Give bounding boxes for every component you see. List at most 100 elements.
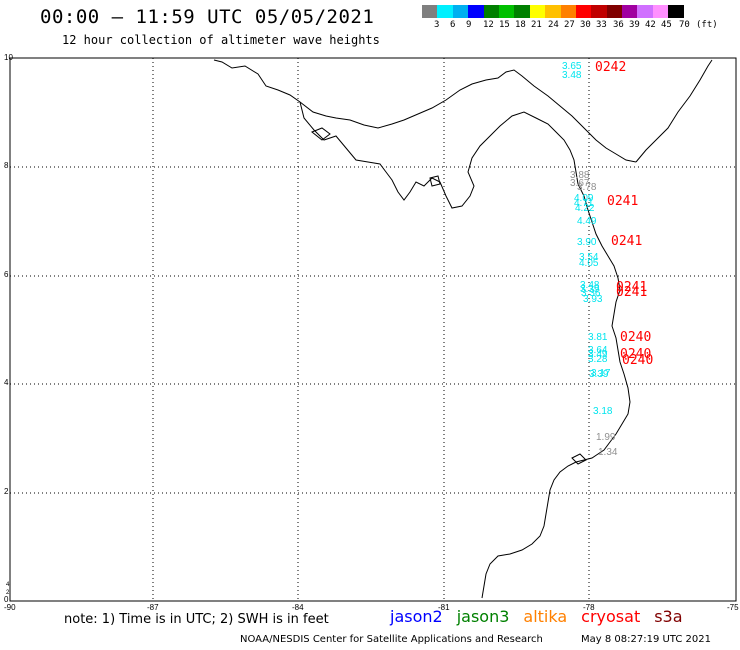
observation-value: 3.28 — [588, 354, 608, 365]
pass-time-label: 0240 — [620, 330, 651, 345]
graticule — [10, 58, 736, 601]
latitude-tick-label: 2 — [4, 487, 9, 496]
pass-time-label: 0241 — [607, 194, 638, 209]
colorbar-label: 30 — [580, 20, 591, 30]
latitude-tick-label: 0 — [4, 595, 9, 604]
latitude-tick-label: 4 — [4, 378, 9, 387]
coastline-colombia-pacific — [481, 183, 631, 599]
colorbar-swatch — [591, 5, 607, 18]
colorbar-swatch — [545, 5, 561, 18]
observation-value: 3.36 — [581, 288, 601, 299]
colorbar-label: 18 — [515, 20, 526, 30]
observation-value: 3.39 — [589, 369, 609, 380]
colorbar-label: (ft) — [696, 20, 718, 30]
observation-value: 4.22 — [575, 203, 595, 214]
observation-value: 1.99 — [596, 432, 616, 443]
colorbar-labels: 3 6 9 12 15 18 21 24 27 30 33 36 39 42 45 70 (ft) — [422, 20, 740, 32]
observation-value: 3.93 — [583, 294, 603, 305]
observation-value: 3.81 — [588, 332, 608, 343]
observation-value: 4.09 — [574, 193, 594, 204]
observation-value: 3.49 — [588, 349, 608, 360]
observation-value: 3.17 — [591, 368, 611, 379]
colorbar-swatch — [529, 5, 546, 18]
colorbar-label: 45 — [661, 20, 672, 30]
colorbar-label: 33 — [596, 20, 607, 30]
observation-value: 3.88 — [570, 170, 590, 181]
observation-value: 3.78 — [577, 182, 597, 193]
pass-time-label: 0241 — [616, 285, 647, 300]
colorbar-swatch — [437, 5, 453, 18]
observation-labels: 3.653.483.883.673.784.094.714.224.493.90… — [562, 61, 618, 458]
colorbar-swatch — [498, 5, 515, 18]
pass-time-label: 0240 — [622, 353, 653, 368]
satellite-legend-s3a: s3a — [654, 607, 683, 626]
colorbar-swatch — [468, 5, 484, 18]
observation-value: 3.48 — [580, 280, 600, 291]
satellite-legend-jason2: jason2 — [390, 607, 443, 626]
colorbar-label: 21 — [531, 20, 542, 30]
colorbar-swatch — [668, 5, 684, 18]
observation-value: 3.48 — [562, 70, 582, 81]
footer-note: note: 1) Time is in UTC; 2) SWH is in fe… — [64, 612, 329, 627]
pass-time-label: 0240 — [620, 347, 651, 362]
observation-value: 3.65 — [562, 61, 582, 72]
observation-value: 1.34 — [598, 447, 618, 458]
coastline-gulf-uraba — [635, 59, 713, 163]
colorbar-swatch — [560, 5, 576, 18]
colorbar-swatch — [606, 5, 623, 18]
longitude-tick-label: -81 — [438, 603, 450, 612]
pass-time-label: 0241 — [611, 234, 642, 249]
observation-value: 3.64 — [588, 345, 608, 356]
latitude-tick-label: 6 — [4, 270, 9, 279]
latitude-minor-label: 2 — [6, 590, 10, 596]
wave-height-colorbar — [422, 5, 684, 18]
map-title: 00:00 – 11:59 UTC 05/05/2021 — [40, 6, 375, 28]
satellite-legend-cryosat: cryosat — [581, 607, 641, 626]
observation-value: 4.49 — [577, 216, 597, 227]
colorbar-label: 70 — [679, 20, 690, 30]
colorbar-swatch — [637, 5, 653, 18]
plot-frame — [9, 57, 737, 602]
longitude-tick-label: -90 — [4, 603, 16, 612]
satellite-legend: jason2 jason3 altika cryosat s3a — [390, 607, 683, 626]
satellite-legend-jason3: jason3 — [456, 607, 510, 626]
colorbar-swatch — [452, 5, 469, 18]
island-pearl — [429, 175, 441, 187]
colorbar-swatch — [652, 5, 669, 18]
colorbar-label: 27 — [564, 20, 575, 30]
longitude-tick-label: -84 — [292, 603, 304, 612]
observation-value: 3.54 — [579, 252, 599, 263]
colorbar-label: 24 — [548, 20, 559, 30]
observation-value: 3.90 — [577, 237, 597, 248]
latitude-minor-label: 4 — [6, 582, 10, 588]
coastline-panama-caribbean — [213, 59, 637, 163]
colorbar-swatch — [422, 5, 438, 18]
colorbar-label: 9 — [466, 20, 472, 30]
colorbar-label: 15 — [499, 20, 510, 30]
colorbar-swatch — [514, 5, 530, 18]
observation-value: 4.71 — [574, 198, 594, 209]
observation-value: 3.18 — [593, 406, 613, 417]
pass-time-label: 0242 — [595, 60, 626, 75]
colorbar-label: 6 — [450, 20, 456, 30]
latitude-tick-label: 8 — [4, 161, 9, 170]
colorbar-swatch — [622, 5, 638, 18]
longitude-tick-label: -78 — [583, 603, 595, 612]
island-coiba — [311, 127, 331, 141]
colorbar-label: 12 — [483, 20, 494, 30]
colorbar-swatch — [575, 5, 592, 18]
latitude-tick-label: 10 — [4, 53, 13, 62]
coastline — [213, 59, 713, 599]
observation-value: 3.39 — [580, 284, 600, 295]
island-gorgona — [571, 453, 587, 465]
longitude-tick-label: -75 — [727, 603, 739, 612]
observation-value: 4.05 — [579, 258, 599, 269]
coastline-panama-pacific — [299, 101, 579, 209]
colorbar-label: 3 — [434, 20, 440, 30]
pass-time-label: 0241 — [616, 280, 647, 295]
generated-timestamp: May 8 08:27:19 UTC 2021 — [581, 634, 711, 645]
colorbar-label: 36 — [613, 20, 624, 30]
